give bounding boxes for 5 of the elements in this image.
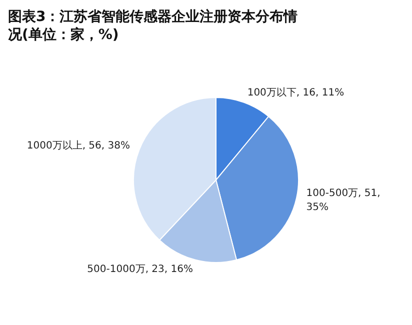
chart-title: 图表3：江苏省智能传感器企业注册资本分布情况(单位：家，%): [8, 8, 298, 44]
slice-label: 100-500万, 51, 35%: [306, 188, 380, 213]
slice-label: 500-1000万, 23, 16%: [87, 264, 193, 276]
slice-label: 100万以下, 16, 11%: [247, 86, 344, 99]
slice-label: 1000万以上, 56, 38%: [26, 140, 130, 152]
